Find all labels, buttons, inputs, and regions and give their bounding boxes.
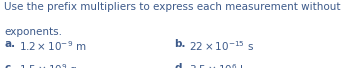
Text: d.: d.	[174, 63, 186, 68]
Text: $22 \times 10^{-15}$ s: $22 \times 10^{-15}$ s	[189, 39, 254, 53]
Text: $3.5 \times 10^{6}$ L: $3.5 \times 10^{6}$ L	[189, 63, 247, 68]
Text: $1.2 \times 10^{-9}$ m: $1.2 \times 10^{-9}$ m	[19, 39, 87, 53]
Text: Use the prefix multipliers to express each measurement without: Use the prefix multipliers to express ea…	[4, 2, 341, 12]
Text: $1.5 \times 10^{9}$ g: $1.5 \times 10^{9}$ g	[19, 63, 78, 68]
Text: exponents.: exponents.	[4, 27, 62, 37]
Text: c.: c.	[5, 63, 15, 68]
Text: a.: a.	[5, 39, 16, 49]
Text: b.: b.	[174, 39, 186, 49]
